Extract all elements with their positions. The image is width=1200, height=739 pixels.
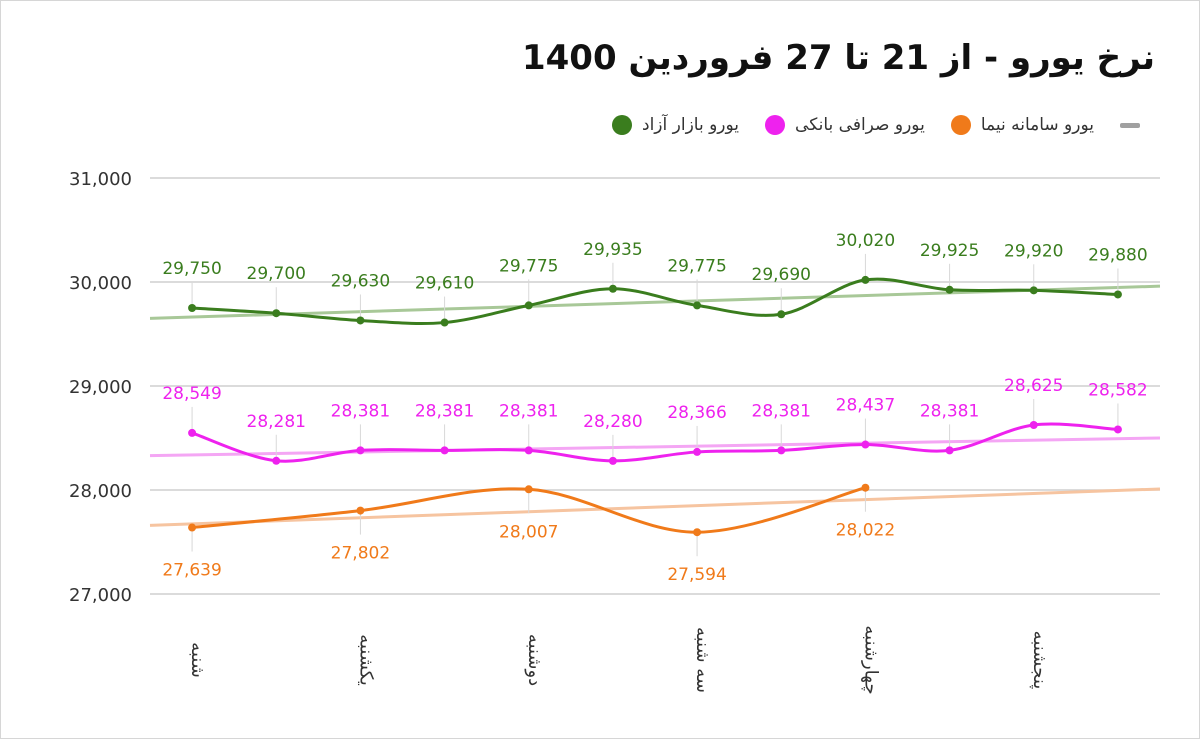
data-label-free-market: 29,920	[1004, 241, 1063, 261]
data-point-nima	[693, 528, 702, 537]
data-point-bank-exchange	[945, 446, 954, 455]
data-point-bank-exchange	[777, 446, 786, 455]
y-tick-label: 31,000	[69, 169, 132, 190]
trendline-nima	[149, 487, 1161, 527]
data-label-free-market: 29,700	[247, 264, 306, 284]
legend-item-trend[interactable]	[1120, 122, 1140, 128]
data-label-nima: 28,007	[499, 522, 558, 542]
data-point-bank-exchange	[693, 447, 702, 456]
data-point-free-market	[272, 309, 281, 318]
data-point-bank-exchange	[188, 428, 197, 437]
data-point-bank-exchange	[861, 440, 870, 449]
data-label-bank-exchange: 28,381	[920, 401, 979, 421]
x-tick-label: پنجشنبه	[1029, 631, 1050, 690]
data-label-free-market: 29,690	[752, 265, 811, 285]
data-label-nima: 27,802	[331, 544, 390, 564]
x-tick-label: چهارشنبه	[860, 625, 881, 694]
y-tick-label: 28,000	[69, 481, 132, 502]
data-label-bank-exchange: 28,381	[415, 401, 474, 421]
data-label-nima: 28,022	[836, 521, 895, 541]
legend-label-bank-exchange: یورو صرافی بانکی	[795, 115, 925, 135]
data-label-free-market: 29,750	[162, 259, 221, 279]
data-label-free-market: 29,775	[667, 256, 726, 276]
data-label-bank-exchange: 28,625	[1004, 376, 1063, 396]
legend-label-free-market: یورو بازار آزاد	[642, 115, 740, 135]
data-point-free-market	[608, 284, 617, 293]
y-tick-label: 30,000	[69, 273, 132, 294]
data-point-free-market	[1113, 290, 1122, 299]
data-label-nima: 27,594	[667, 565, 726, 585]
data-label-bank-exchange: 28,381	[331, 401, 390, 421]
data-point-free-market	[693, 301, 702, 310]
legend: یورو بازار آزاد یورو صرافی بانکی یورو سا…	[612, 110, 1140, 140]
legend-marker-bank-exchange	[765, 115, 786, 135]
data-label-bank-exchange: 28,366	[667, 403, 726, 423]
data-label-free-market: 29,775	[499, 256, 558, 276]
x-tick-label: دوشنبه	[524, 634, 545, 686]
data-point-bank-exchange	[440, 446, 449, 455]
data-point-bank-exchange	[356, 446, 365, 455]
legend-marker-free-market	[612, 115, 633, 135]
data-point-free-market	[188, 304, 197, 312]
legend-item-nima[interactable]: یورو سامانه نیما	[950, 115, 1094, 135]
data-label-bank-exchange: 28,280	[583, 412, 642, 432]
data-point-free-market	[945, 285, 954, 294]
data-point-nima	[188, 523, 197, 532]
data-label-bank-exchange: 28,549	[162, 384, 221, 404]
series-line-free-market	[190, 277, 1120, 326]
x-tick-label: شنبه	[187, 642, 208, 678]
data-label-bank-exchange: 28,281	[247, 412, 306, 432]
data-label-bank-exchange: 28,437	[836, 396, 895, 416]
data-point-free-market	[777, 310, 786, 319]
data-point-bank-exchange	[1029, 421, 1038, 429]
data-point-free-market	[524, 301, 533, 310]
data-point-free-market	[440, 318, 449, 327]
data-label-bank-exchange: 28,381	[752, 401, 811, 421]
data-point-nima	[861, 483, 870, 492]
data-point-bank-exchange	[272, 456, 281, 465]
legend-marker-nima	[950, 115, 971, 135]
data-label-free-market: 29,880	[1088, 245, 1147, 265]
data-label-free-market: 29,610	[415, 274, 474, 294]
data-label-free-market: 29,925	[920, 241, 979, 261]
data-point-nima	[356, 506, 365, 515]
chart-title: نرخ یورو - از 21 تا 27 فروردین 1400	[521, 38, 1155, 78]
y-tick-label: 29,000	[69, 377, 132, 398]
data-point-free-market	[861, 275, 870, 284]
data-label-nima: 27,639	[162, 561, 221, 581]
data-point-bank-exchange	[608, 456, 617, 465]
legend-item-free-market[interactable]: یورو بازار آزاد	[612, 115, 739, 135]
data-point-bank-exchange	[524, 446, 533, 455]
legend-marker-trend	[1120, 122, 1140, 128]
data-label-free-market: 29,630	[331, 271, 390, 291]
y-tick-label: 27,000	[69, 585, 132, 606]
trendline-bank-exchange	[149, 436, 1161, 458]
x-tick-label: یکشنبه	[355, 634, 376, 686]
legend-label-nima: یورو سامانه نیما	[980, 115, 1094, 135]
data-point-bank-exchange	[1113, 425, 1122, 434]
data-label-bank-exchange: 28,381	[499, 401, 558, 421]
legend-item-bank-exchange[interactable]: یورو صرافی بانکی	[765, 115, 925, 135]
x-tick-label: سه شنبه	[692, 627, 713, 693]
data-label-free-market: 30,020	[836, 231, 895, 251]
data-label-free-market: 29,935	[583, 240, 642, 260]
data-point-free-market	[1029, 286, 1038, 295]
data-label-bank-exchange: 28,582	[1088, 380, 1147, 400]
data-point-free-market	[356, 316, 365, 325]
series-line-bank-exchange	[190, 422, 1120, 463]
data-point-nima	[524, 485, 533, 494]
